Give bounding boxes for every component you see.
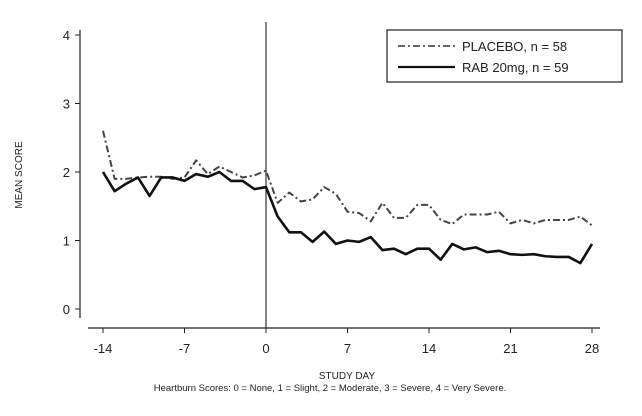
y-tick-label: 2 — [63, 165, 70, 180]
y-tick-label: 1 — [63, 234, 70, 249]
x-tick-label: 21 — [503, 341, 517, 356]
legend-placebo-label: PLACEBO, n = 58 — [462, 39, 567, 54]
y-tick-label: 0 — [63, 302, 70, 317]
rab-series-line — [103, 172, 592, 263]
y-tick-label: 4 — [63, 28, 70, 43]
footnote: Heartburn Scores: 0 = None, 1 = Slight, … — [154, 383, 507, 394]
x-tick-label: 0 — [262, 341, 269, 356]
y-tick-label: 3 — [63, 97, 70, 112]
legend-rab-label: RAB 20mg, n = 59 — [462, 60, 569, 75]
x-tick-label: 7 — [344, 341, 351, 356]
x-tick-label: -14 — [94, 341, 113, 356]
x-tick-label: 14 — [422, 341, 436, 356]
y-axis-label: MEAN SCORE — [14, 141, 25, 209]
legend: PLACEBO, n = 58 RAB 20mg, n = 59 — [387, 30, 622, 82]
x-tick-label: -7 — [179, 341, 191, 356]
x-tick-label: 28 — [585, 341, 599, 356]
x-axis-label: STUDY DAY — [319, 371, 376, 382]
